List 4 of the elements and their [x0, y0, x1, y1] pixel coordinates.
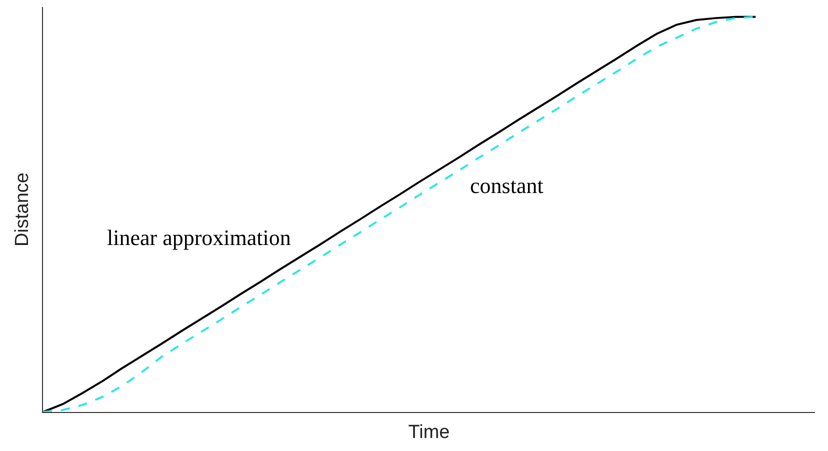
y-axis-title: Distance	[12, 172, 33, 246]
annotation: linear approximation	[107, 225, 291, 250]
x-axis-title: Time	[408, 422, 450, 444]
annotation: constant	[470, 173, 544, 198]
